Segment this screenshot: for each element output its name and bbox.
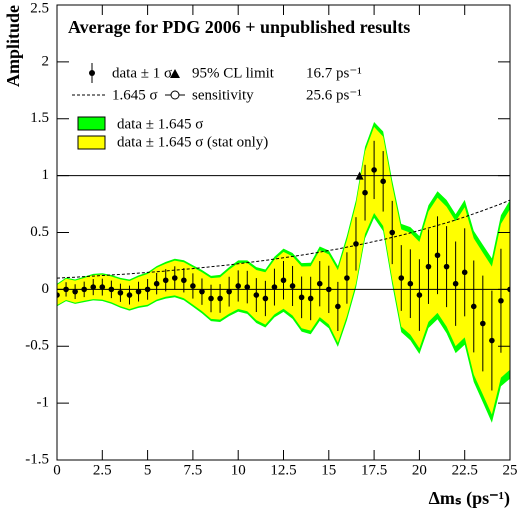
data-point bbox=[425, 263, 432, 270]
y-tick-label: 2 bbox=[42, 53, 50, 69]
y-tick-label: 2.5 bbox=[30, 0, 49, 16]
data-point bbox=[498, 297, 504, 304]
data-point bbox=[280, 277, 287, 284]
legend-label: 16.7 ps⁻¹ bbox=[306, 65, 362, 81]
data-point bbox=[81, 286, 87, 293]
data-point bbox=[326, 286, 332, 293]
legend-swatch bbox=[77, 116, 106, 131]
plot-area bbox=[57, 122, 510, 423]
data-point bbox=[289, 283, 296, 289]
data-point bbox=[171, 275, 178, 281]
x-tick-label: 5 bbox=[144, 462, 152, 478]
legend-symbol bbox=[170, 90, 180, 100]
data-point bbox=[253, 292, 260, 298]
data-point bbox=[335, 303, 341, 310]
data-point bbox=[190, 283, 196, 289]
legend-symbol bbox=[170, 69, 180, 78]
x-tick-label: 20 bbox=[412, 462, 427, 478]
legend: data ± 1 σ 95% CL limit 16.7 ps⁻¹ 1.645 … bbox=[72, 63, 362, 150]
data-point bbox=[416, 292, 423, 298]
legend-label: 1.645 σ bbox=[112, 87, 158, 103]
data-point bbox=[452, 280, 459, 287]
data-point bbox=[434, 252, 441, 259]
data-point bbox=[443, 263, 450, 270]
data-point bbox=[262, 295, 269, 302]
data-point bbox=[208, 295, 214, 302]
data-point bbox=[389, 229, 396, 236]
legend-label: 95% CL limit bbox=[192, 65, 275, 81]
limit-marker bbox=[355, 171, 364, 180]
y-tick-label: -1.5 bbox=[25, 451, 49, 467]
data-point bbox=[362, 189, 368, 196]
data-point bbox=[489, 337, 495, 344]
y-tick-label: -1 bbox=[37, 395, 50, 411]
x-tick-label: 15 bbox=[321, 462, 336, 478]
legend-label: 25.6 ps⁻¹ bbox=[306, 87, 362, 103]
chart-title: Average for PDG 2006 + unpublished resul… bbox=[68, 17, 410, 37]
y-tick-label: 0 bbox=[42, 281, 50, 297]
x-tick-label: 0 bbox=[53, 462, 61, 478]
data-point bbox=[144, 286, 151, 293]
data-point bbox=[117, 289, 124, 296]
x-tick-label: 17.5 bbox=[361, 462, 387, 478]
data-point bbox=[398, 275, 405, 281]
y-tick-label: 1 bbox=[42, 167, 50, 183]
data-point bbox=[307, 295, 314, 302]
data-point bbox=[199, 288, 205, 295]
legend-symbol bbox=[89, 70, 95, 76]
data-point bbox=[226, 288, 232, 295]
data-point bbox=[407, 280, 414, 287]
data-point bbox=[72, 288, 78, 295]
data-point bbox=[380, 178, 386, 185]
x-tick-label: 10 bbox=[231, 462, 246, 478]
y-tick-label: -0.5 bbox=[25, 338, 49, 354]
legend-label: data ± 1.645 σ (stat only) bbox=[117, 134, 268, 150]
legend-swatch bbox=[77, 135, 106, 150]
x-tick-label: 12.5 bbox=[270, 462, 296, 478]
data-point bbox=[135, 288, 142, 295]
x-tick-label: 25 bbox=[503, 462, 518, 478]
data-point bbox=[461, 269, 468, 276]
x-tick-label: 2.5 bbox=[93, 462, 112, 478]
x-tick-label: 22.5 bbox=[452, 462, 478, 478]
data-point bbox=[153, 280, 160, 287]
data-point bbox=[99, 284, 106, 290]
legend-label: sensitivity bbox=[192, 87, 254, 103]
data-point bbox=[162, 277, 169, 284]
data-point bbox=[298, 294, 305, 301]
data-point bbox=[353, 241, 359, 247]
y-tick-label: 0.5 bbox=[30, 224, 49, 240]
data-point bbox=[344, 275, 350, 281]
data-point bbox=[108, 286, 115, 293]
sensitivity-line bbox=[57, 199, 510, 279]
data-point bbox=[217, 295, 223, 302]
data-point bbox=[271, 284, 278, 290]
data-point bbox=[235, 283, 241, 289]
legend-label: data ± 1 σ bbox=[112, 65, 172, 81]
data-point bbox=[181, 277, 187, 284]
data-point bbox=[244, 284, 251, 290]
data-point bbox=[371, 167, 377, 173]
data-point bbox=[90, 284, 97, 290]
data-point bbox=[57, 292, 60, 298]
y-axis-label: Amplitude bbox=[3, 5, 23, 87]
y-tick-label: 1.5 bbox=[30, 110, 49, 126]
legend-label: data ± 1.645 σ bbox=[117, 116, 203, 132]
data-point bbox=[470, 303, 477, 310]
data-point bbox=[126, 292, 133, 298]
data-point bbox=[480, 320, 486, 327]
x-axis-label: Δmₛ (ps⁻¹) bbox=[429, 488, 510, 509]
data-point bbox=[316, 280, 323, 287]
x-tick-label: 7.5 bbox=[184, 462, 203, 478]
